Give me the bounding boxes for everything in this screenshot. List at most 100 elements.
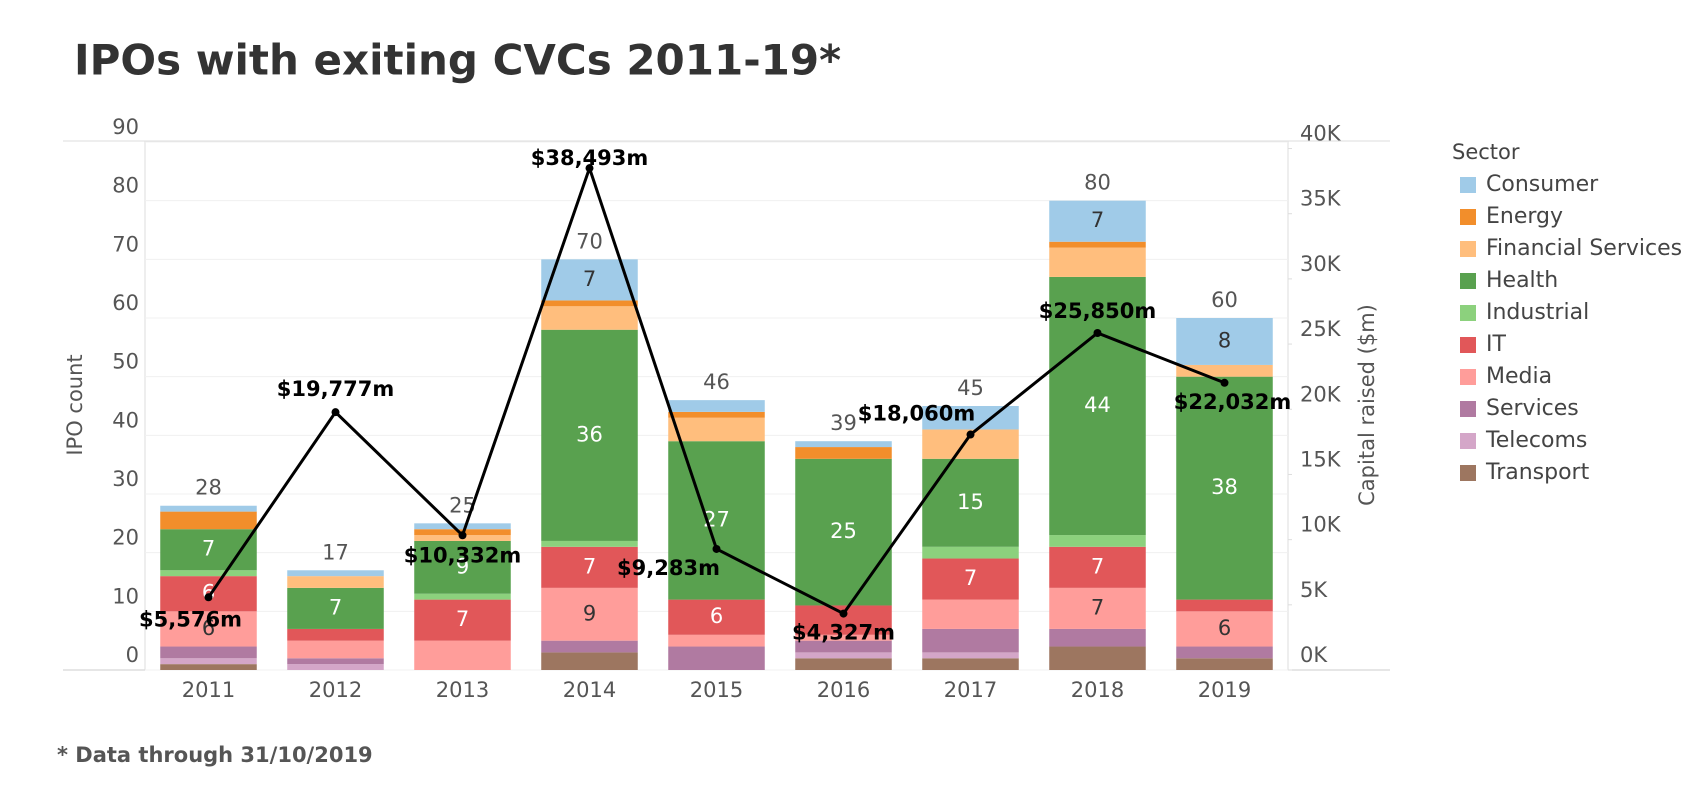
bar-segment bbox=[541, 587, 638, 641]
y-tick-label: 50 bbox=[112, 350, 139, 374]
x-tick-label: 2013 bbox=[436, 678, 489, 702]
segment-label: 7 bbox=[583, 267, 596, 291]
segment-label: 15 bbox=[957, 490, 984, 514]
bar-segment bbox=[160, 511, 257, 530]
legend-label: Energy bbox=[1486, 204, 1563, 229]
y2-tick-label: 15K bbox=[1300, 447, 1342, 471]
bar-segment bbox=[922, 558, 1019, 600]
line-label: $4,327m bbox=[792, 621, 895, 645]
x-tick-label: 2019 bbox=[1198, 678, 1251, 702]
line-point bbox=[1220, 378, 1229, 387]
total-label: 46 bbox=[703, 370, 730, 394]
line-point bbox=[585, 164, 594, 173]
bar-segment bbox=[795, 441, 892, 448]
bar-segment bbox=[1176, 611, 1273, 647]
y2-tick-label: 30K bbox=[1300, 252, 1342, 276]
line-label: $5,576m bbox=[139, 607, 242, 631]
line-point bbox=[331, 408, 340, 417]
segment-label: 6 bbox=[202, 616, 215, 640]
legend-swatch bbox=[1460, 465, 1476, 481]
y2-axis-title: Capital raised ($m) bbox=[1355, 304, 1379, 506]
bar-segment bbox=[1176, 364, 1273, 377]
total-label: 28 bbox=[195, 476, 222, 500]
bar-segment bbox=[922, 406, 1019, 430]
bar-segment bbox=[795, 652, 892, 659]
x-tick-label: 2018 bbox=[1071, 678, 1124, 702]
y-tick-label: 20 bbox=[112, 526, 139, 550]
legend-swatch bbox=[1460, 305, 1476, 321]
bar-segment bbox=[795, 447, 892, 459]
line-label: $18,060m bbox=[858, 402, 976, 426]
bar-segment bbox=[668, 411, 765, 418]
bar-segment bbox=[541, 546, 638, 588]
bar-segment bbox=[414, 540, 511, 594]
y-tick-label: 90 bbox=[112, 115, 139, 139]
bar-segment bbox=[1176, 318, 1273, 365]
y2-tick-label: 40K bbox=[1300, 122, 1342, 146]
bar-segment bbox=[1176, 599, 1273, 612]
line-point bbox=[204, 593, 213, 602]
segment-label: 7 bbox=[583, 554, 596, 578]
bar-segment bbox=[160, 611, 257, 647]
line-point bbox=[839, 609, 848, 618]
bar-segment bbox=[1176, 376, 1273, 600]
line-label: $38,493m bbox=[531, 146, 649, 170]
legend-label: Transport bbox=[1485, 460, 1590, 485]
legend-swatch bbox=[1460, 369, 1476, 385]
bar-segment bbox=[1049, 646, 1146, 670]
bar-segment bbox=[541, 652, 638, 670]
y2-tick-label: 25K bbox=[1300, 317, 1342, 341]
y2-tick-label: 0K bbox=[1300, 643, 1328, 667]
legend-swatch bbox=[1460, 337, 1476, 353]
bar-segment bbox=[287, 576, 384, 588]
segment-label: 7 bbox=[329, 595, 342, 619]
x-tick-label: 2014 bbox=[563, 678, 616, 702]
total-label: 17 bbox=[322, 540, 349, 564]
line-label: $22,032m bbox=[1174, 390, 1292, 414]
legend-label: Telecoms bbox=[1485, 428, 1587, 453]
legend-title: Sector bbox=[1452, 140, 1520, 164]
segment-label: 8 bbox=[1218, 328, 1231, 352]
x-tick-label: 2011 bbox=[182, 678, 235, 702]
bar-segment bbox=[160, 664, 257, 670]
bar-segment bbox=[541, 540, 638, 547]
legend-label: Media bbox=[1486, 364, 1552, 389]
bar-segment bbox=[795, 658, 892, 670]
bar-segment bbox=[1176, 658, 1273, 670]
y2-tick-label: 35K bbox=[1300, 187, 1342, 211]
bar-segment bbox=[795, 458, 892, 606]
total-label: 70 bbox=[576, 229, 603, 253]
bar-segment bbox=[922, 628, 1019, 653]
bar-segment bbox=[1176, 646, 1273, 659]
line-label: $19,777m bbox=[277, 377, 395, 401]
bar-segment bbox=[287, 570, 384, 577]
bar-segment bbox=[541, 306, 638, 330]
legend-label: Industrial bbox=[1486, 300, 1589, 325]
segment-label: 6 bbox=[1218, 616, 1231, 640]
bar-segment bbox=[922, 658, 1019, 670]
bar-segment bbox=[414, 523, 511, 530]
y-axis-title: IPO count bbox=[63, 354, 87, 455]
bar-segment bbox=[922, 458, 1019, 547]
legend-label: Consumer bbox=[1486, 172, 1599, 197]
line-point bbox=[1093, 328, 1102, 337]
segment-label: 7 bbox=[456, 607, 469, 631]
bar-segment bbox=[1049, 241, 1146, 248]
y-tick-label: 80 bbox=[112, 174, 139, 198]
line-label: $25,850m bbox=[1039, 299, 1157, 323]
y2-tick-label: 10K bbox=[1300, 513, 1342, 537]
bar-segment bbox=[1049, 535, 1146, 547]
legend-label: Services bbox=[1486, 396, 1579, 421]
y-tick-label: 10 bbox=[112, 584, 139, 608]
bar-segment bbox=[1049, 247, 1146, 277]
bar-segment bbox=[414, 593, 511, 600]
total-label: 45 bbox=[957, 376, 984, 400]
segment-label: 7 bbox=[964, 566, 977, 590]
total-label: 39 bbox=[830, 411, 857, 435]
segment-label: 9 bbox=[583, 601, 596, 625]
footnote: * Data through 31/10/2019 bbox=[57, 743, 373, 767]
bar-segment bbox=[668, 634, 765, 647]
bar-segment bbox=[541, 300, 638, 307]
bar-segment bbox=[668, 441, 765, 600]
